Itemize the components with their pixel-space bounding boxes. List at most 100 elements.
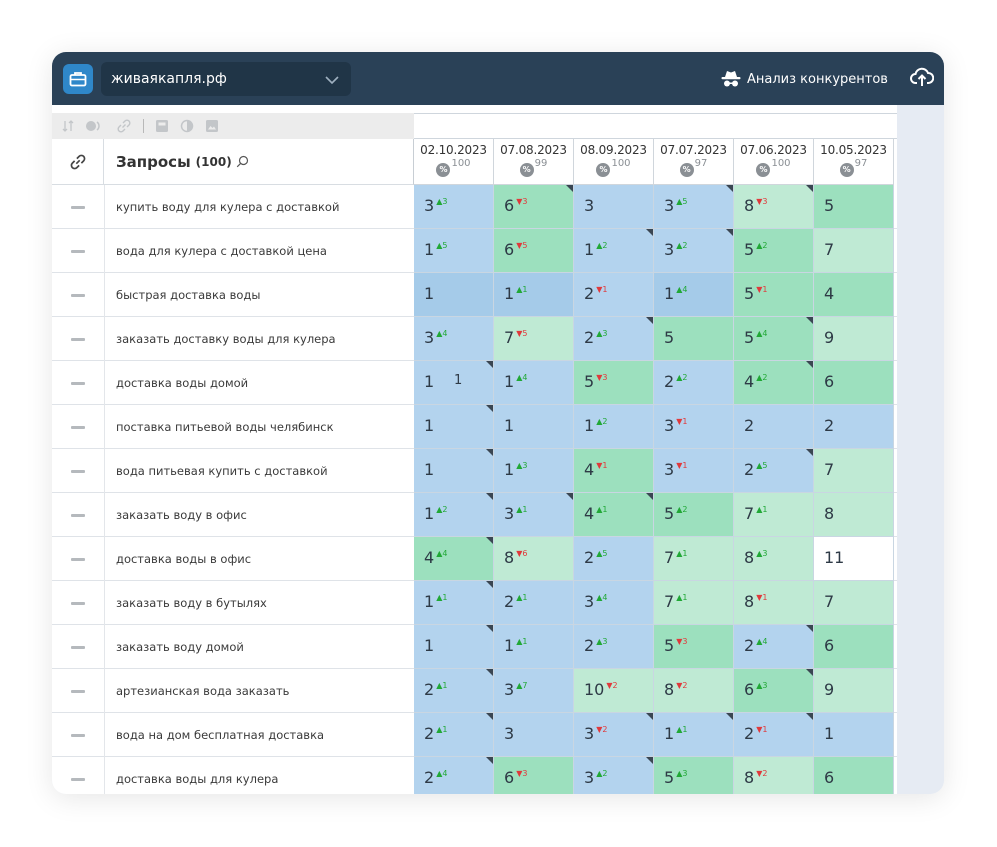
position-cell[interactable]: 7 ▲1: [654, 537, 734, 581]
position-cell[interactable]: 9: [814, 669, 894, 713]
position-cell[interactable]: 6: [814, 625, 894, 669]
position-cell[interactable]: 5 ▼1: [734, 273, 814, 317]
collapse-icon[interactable]: [71, 470, 85, 473]
position-cell[interactable]: 3 ▼1: [654, 405, 734, 449]
position-cell[interactable]: 5 ▲3: [654, 757, 734, 794]
position-cell[interactable]: 3: [494, 713, 574, 757]
position-cell[interactable]: 4 ▲1: [574, 493, 654, 537]
position-cell[interactable]: 6 ▲3: [734, 669, 814, 713]
position-cell[interactable]: 3 ▲7: [494, 669, 574, 713]
position-cell[interactable]: 3 ▼2: [574, 713, 654, 757]
position-cell[interactable]: 7 ▲1: [654, 581, 734, 625]
header-link-icon[interactable]: [52, 139, 104, 185]
collapse-icon[interactable]: [71, 558, 85, 561]
position-cell[interactable]: 8 ▼6: [494, 537, 574, 581]
position-cell[interactable]: 1 ▲1: [654, 713, 734, 757]
position-cell[interactable]: 5 ▼3: [574, 361, 654, 405]
position-cell[interactable]: 1 ▲2: [574, 229, 654, 273]
table-row[interactable]: доставка воды домой 1 1 1 ▲4 5 ▼3 2 ▲2 4 ▲2 6: [52, 361, 897, 405]
table-row[interactable]: вода для кулера с доставкой цена 1 ▲5 6 ▼5 1 ▲…: [52, 229, 897, 273]
sort-icon[interactable]: [62, 120, 74, 132]
position-cell[interactable]: 1: [494, 405, 574, 449]
competitor-analysis-button[interactable]: Анализ конкурентов: [721, 64, 888, 94]
table-row[interactable]: заказать воду в бутылях 1 ▲1 2 ▲1 3 ▲4 7 ▲1 8 ▼1 7: [52, 581, 897, 625]
position-cell[interactable]: 4 ▼1: [574, 449, 654, 493]
position-cell[interactable]: 7 ▼5: [494, 317, 574, 361]
position-cell[interactable]: 8 ▼2: [734, 757, 814, 794]
position-cell[interactable]: 8 ▼2: [654, 669, 734, 713]
position-cell[interactable]: 4 ▲4: [414, 537, 494, 581]
collapse-icon[interactable]: [71, 382, 85, 385]
collapse-icon[interactable]: [71, 514, 85, 517]
table-row[interactable]: быстрая доставка воды 1 1 ▲1 2 ▼1 1 ▲4 5 ▼1 4: [52, 273, 897, 317]
position-cell[interactable]: 1 ▲2: [574, 405, 654, 449]
date-column-header[interactable]: 07.07.2023% 97: [654, 139, 734, 185]
position-cell[interactable]: 8 ▼3: [734, 185, 814, 229]
position-cell[interactable]: 5 ▲2: [734, 229, 814, 273]
position-cell[interactable]: 1 ▲1: [414, 581, 494, 625]
table-row[interactable]: доставка воды для кулера 2 ▲4 6 ▼3 3 ▲2 5 ▲3 8 ▼2 6: [52, 757, 897, 794]
position-cell[interactable]: 2 ▲3: [574, 625, 654, 669]
table-row[interactable]: заказать воду домой 1 1 ▲1 2 ▲3 5 ▼3 2 ▲4 6: [52, 625, 897, 669]
table-row[interactable]: артезианская вода заказать 2 ▲1 3 ▲7 10 ▼2 8 ▼2 6…: [52, 669, 897, 713]
position-cell[interactable]: 5 ▲2: [654, 493, 734, 537]
collapse-icon[interactable]: [71, 690, 85, 693]
position-cell[interactable]: 3 ▲1: [494, 493, 574, 537]
position-cell[interactable]: 1 ▲5: [414, 229, 494, 273]
position-cell[interactable]: 1: [414, 405, 494, 449]
briefcase-icon[interactable]: [63, 64, 93, 94]
position-cell[interactable]: 2 ▲1: [414, 713, 494, 757]
position-cell[interactable]: 2 ▲1: [414, 669, 494, 713]
position-cell[interactable]: 1 ▲2: [414, 493, 494, 537]
position-cell[interactable]: 5 ▲4: [734, 317, 814, 361]
position-cell[interactable]: 1: [814, 713, 894, 757]
position-cell[interactable]: 3 ▲4: [414, 317, 494, 361]
collapse-icon[interactable]: [71, 646, 85, 649]
position-cell[interactable]: 1 ▲3: [494, 449, 574, 493]
position-cell[interactable]: 1 ▲4: [654, 273, 734, 317]
position-cell[interactable]: 9: [814, 317, 894, 361]
table-row[interactable]: заказать воду в офис 1 ▲2 3 ▲1 4 ▲1 5 ▲2 7 ▲1 8: [52, 493, 897, 537]
position-cell[interactable]: 6: [814, 361, 894, 405]
position-cell[interactable]: 2 ▲5: [734, 449, 814, 493]
position-cell[interactable]: 6 ▼3: [494, 185, 574, 229]
link-icon[interactable]: [116, 118, 132, 134]
cloud-upload-icon[interactable]: [910, 66, 935, 92]
position-cell[interactable]: 8 ▼1: [734, 581, 814, 625]
position-cell[interactable]: 11: [814, 537, 894, 581]
position-cell[interactable]: 3 ▼1: [654, 449, 734, 493]
position-cell[interactable]: 3 ▲2: [654, 229, 734, 273]
table-row[interactable]: купить воду для кулера с доставкой 3 ▲3 6 ▼3…: [52, 185, 897, 229]
position-cell[interactable]: 2 ▲5: [574, 537, 654, 581]
position-cell[interactable]: 1 ▲1: [494, 273, 574, 317]
position-cell[interactable]: 1: [414, 625, 494, 669]
position-cell[interactable]: 4 ▲2: [734, 361, 814, 405]
search-icon[interactable]: [236, 155, 249, 168]
collapse-icon[interactable]: [71, 206, 85, 209]
date-column-header[interactable]: 10.05.2023% 97: [814, 139, 894, 185]
collapse-icon[interactable]: [71, 778, 85, 781]
position-cell[interactable]: 7 ▲1: [734, 493, 814, 537]
position-cell[interactable]: 4: [814, 273, 894, 317]
image-icon[interactable]: [205, 119, 219, 133]
position-cell[interactable]: 2 ▲3: [574, 317, 654, 361]
position-cell[interactable]: 2: [734, 405, 814, 449]
table-row[interactable]: вода питьевая купить с доставкой 1 1 ▲3 4 ▼1 3…: [52, 449, 897, 493]
position-cell[interactable]: 3 ▲2: [574, 757, 654, 794]
date-column-header[interactable]: 08.09.2023% 100: [574, 139, 654, 185]
position-cell[interactable]: 7: [814, 449, 894, 493]
collapse-icon[interactable]: [71, 602, 85, 605]
table-row[interactable]: заказать доставку воды для кулера 3 ▲4 7 ▼5 2…: [52, 317, 897, 361]
position-cell[interactable]: 2 ▲4: [734, 625, 814, 669]
position-cell[interactable]: 2 ▲1: [494, 581, 574, 625]
position-cell[interactable]: 5: [654, 317, 734, 361]
position-cell[interactable]: 3 ▲4: [574, 581, 654, 625]
table-row[interactable]: вода на дом бесплатная доставка 2 ▲1 3 3 ▼2 1 ▲…: [52, 713, 897, 757]
position-cell[interactable]: 2 ▼1: [574, 273, 654, 317]
position-cell[interactable]: 1: [414, 273, 494, 317]
position-cell[interactable]: 5: [814, 185, 894, 229]
date-column-header[interactable]: 07.08.2023% 99: [494, 139, 574, 185]
collapse-icon[interactable]: [71, 426, 85, 429]
calculator-icon[interactable]: [155, 119, 169, 133]
